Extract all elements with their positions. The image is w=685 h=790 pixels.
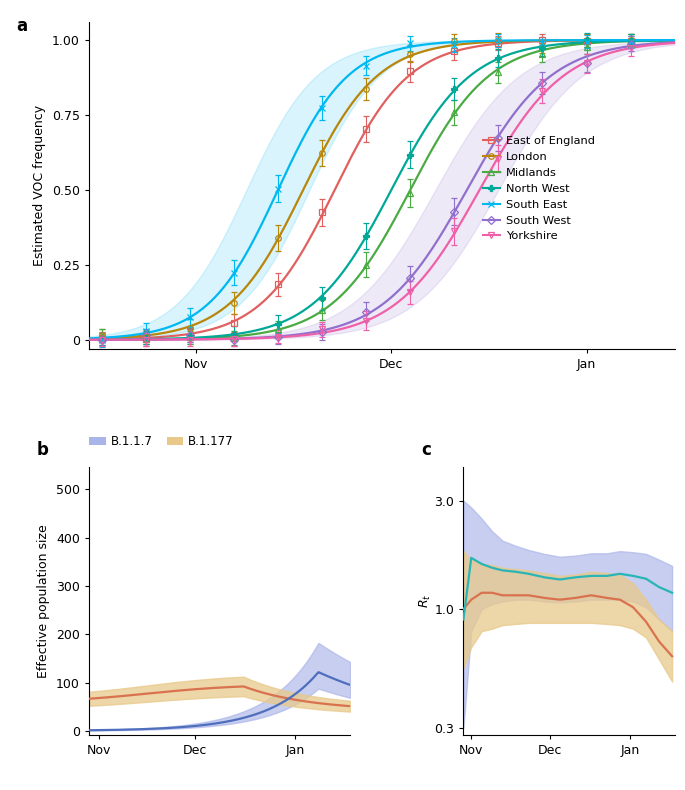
Y-axis label: Effective population size: Effective population size <box>38 525 51 678</box>
Y-axis label: $R_t$: $R_t$ <box>418 594 433 608</box>
Text: a: a <box>16 17 27 36</box>
Text: c: c <box>421 441 431 459</box>
Legend: East of England, London, Midlands, North West, South East, South West, Yorkshire: East of England, London, Midlands, North… <box>478 131 599 246</box>
Y-axis label: Estimated VOC frequency: Estimated VOC frequency <box>34 105 47 266</box>
Text: b: b <box>37 441 49 459</box>
Legend: B.1.1.7, B.1.177: B.1.1.7, B.1.177 <box>84 431 238 453</box>
